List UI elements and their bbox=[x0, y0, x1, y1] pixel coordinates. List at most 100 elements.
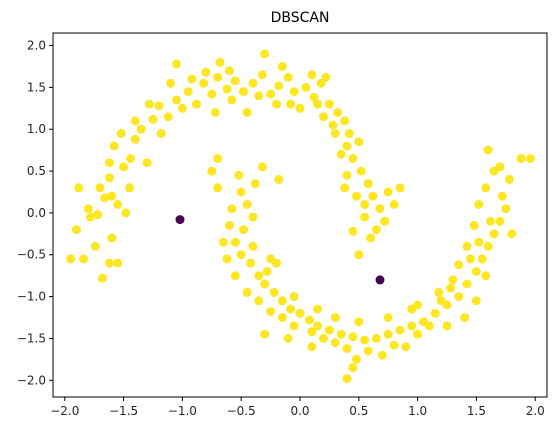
data-point-cluster-0 bbox=[142, 158, 152, 168]
y-tick-label: 0.0 bbox=[27, 206, 46, 220]
data-point-cluster-0 bbox=[207, 89, 217, 99]
data-point-cluster-0 bbox=[213, 183, 223, 193]
data-point-cluster-0 bbox=[354, 317, 364, 327]
data-point-cluster-0 bbox=[86, 212, 96, 222]
data-point-cluster-0 bbox=[389, 340, 399, 350]
data-point-cluster-0 bbox=[136, 124, 146, 134]
data-point-cluster-0 bbox=[274, 81, 284, 91]
data-point-cluster-0 bbox=[340, 116, 350, 126]
data-point-cluster-0 bbox=[336, 329, 346, 339]
data-point-cluster-0 bbox=[407, 321, 417, 331]
data-point-cluster-0 bbox=[368, 191, 378, 201]
data-point-cluster-0 bbox=[119, 162, 129, 172]
data-point-cluster-0 bbox=[230, 76, 240, 86]
data-point-cluster-0 bbox=[207, 166, 217, 176]
data-point-cluster-0 bbox=[116, 128, 126, 138]
data-point-cluster-0 bbox=[454, 260, 464, 270]
data-point-cluster-0 bbox=[348, 154, 358, 163]
data-point-cluster-0 bbox=[277, 296, 287, 306]
data-point-cluster-0 bbox=[354, 250, 364, 260]
data-point-cluster-0 bbox=[100, 193, 110, 203]
data-point-cluster-0 bbox=[462, 241, 472, 251]
x-tick-label: 1.5 bbox=[467, 404, 486, 418]
data-point-cluster-0 bbox=[436, 296, 446, 306]
data-point-cluster-0 bbox=[163, 112, 173, 122]
y-axis: −2.0 −1.5 −1.0 −0.5 0.0 0.5 1.0 1.5 2.0 bbox=[17, 39, 53, 387]
data-point-cluster-0 bbox=[354, 137, 364, 147]
data-point-cluster-0 bbox=[213, 72, 223, 82]
data-point-cluster-0 bbox=[215, 57, 225, 67]
data-point-cluster-0 bbox=[254, 271, 264, 281]
data-point-cluster-0 bbox=[319, 112, 328, 122]
data-point-cluster-0 bbox=[93, 210, 103, 220]
data-point-cluster-0 bbox=[213, 154, 223, 163]
data-point-cluster-0 bbox=[340, 183, 350, 193]
data-point-cluster-0 bbox=[389, 200, 399, 209]
data-point-cluster-0 bbox=[260, 49, 270, 59]
data-point-cluster-0 bbox=[526, 154, 535, 163]
data-point-cluster-1 bbox=[375, 275, 385, 285]
chart-title: DBSCAN bbox=[271, 10, 330, 26]
data-point-cluster-0 bbox=[395, 325, 405, 335]
data-point-cluster-0 bbox=[126, 154, 136, 163]
data-point-cluster-0 bbox=[83, 204, 93, 214]
data-point-cluster-0 bbox=[413, 300, 423, 310]
data-point-cluster-0 bbox=[272, 99, 281, 109]
data-point-cluster-0 bbox=[283, 72, 293, 82]
data-point-cluster-0 bbox=[107, 191, 117, 201]
data-point-cluster-0 bbox=[307, 70, 317, 80]
data-point-cluster-0 bbox=[227, 204, 237, 214]
data-point-cluster-0 bbox=[333, 108, 343, 117]
data-point-cluster-0 bbox=[166, 78, 176, 88]
y-tick-label: −2.0 bbox=[17, 373, 46, 387]
data-point-cluster-0 bbox=[224, 221, 234, 230]
data-point-cluster-0 bbox=[330, 338, 340, 348]
data-point-cluster-0 bbox=[283, 333, 293, 343]
data-point-cluster-0 bbox=[356, 166, 366, 176]
data-point-cluster-0 bbox=[336, 149, 346, 159]
data-point-cluster-0 bbox=[201, 67, 211, 77]
data-point-cluster-0 bbox=[250, 179, 260, 189]
data-point-cluster-0 bbox=[269, 287, 279, 297]
data-point-cluster-0 bbox=[348, 332, 358, 342]
data-point-cluster-0 bbox=[242, 287, 252, 297]
data-point-cluster-0 bbox=[74, 183, 84, 193]
data-point-cluster-0 bbox=[156, 128, 166, 138]
data-point-cluster-0 bbox=[324, 99, 334, 109]
data-point-cluster-0 bbox=[144, 99, 154, 109]
data-point-cluster-0 bbox=[504, 174, 514, 184]
data-point-cluster-0 bbox=[483, 145, 493, 155]
data-point-cluster-0 bbox=[309, 92, 319, 102]
data-point-cluster-0 bbox=[130, 116, 140, 126]
data-point-cluster-0 bbox=[236, 187, 246, 197]
data-point-cluster-0 bbox=[177, 103, 187, 113]
data-point-cluster-0 bbox=[295, 308, 305, 318]
data-point-cluster-0 bbox=[486, 216, 495, 226]
data-point-cluster-0 bbox=[501, 204, 511, 214]
data-point-cluster-0 bbox=[109, 141, 119, 151]
data-point-cluster-0 bbox=[477, 254, 487, 264]
data-point-cluster-0 bbox=[372, 333, 381, 343]
data-point-cluster-0 bbox=[154, 101, 164, 111]
data-point-cluster-0 bbox=[236, 250, 246, 260]
data-point-cluster-0 bbox=[248, 78, 258, 88]
data-point-cluster-0 bbox=[304, 315, 314, 325]
data-point-cluster-0 bbox=[262, 267, 272, 276]
y-tick-label: −1.0 bbox=[17, 290, 46, 304]
data-point-cluster-0 bbox=[507, 229, 517, 239]
x-tick-label: 1.0 bbox=[408, 404, 427, 418]
data-point-cluster-0 bbox=[377, 350, 387, 360]
data-point-cluster-0 bbox=[172, 59, 181, 69]
data-point-cluster-0 bbox=[113, 200, 123, 209]
data-point-cluster-0 bbox=[113, 258, 123, 268]
data-point-cluster-0 bbox=[125, 183, 134, 193]
data-point-cluster-0 bbox=[375, 204, 385, 214]
data-point-cluster-0 bbox=[254, 296, 264, 306]
data-point-cluster-0 bbox=[307, 342, 317, 352]
data-point-cluster-0 bbox=[148, 114, 158, 124]
data-point-cluster-0 bbox=[242, 200, 252, 209]
data-point-cluster-0 bbox=[469, 221, 479, 230]
data-point-cluster-0 bbox=[342, 141, 352, 151]
y-tick-label: 0.5 bbox=[27, 164, 46, 178]
data-point-cluster-0 bbox=[230, 237, 240, 247]
